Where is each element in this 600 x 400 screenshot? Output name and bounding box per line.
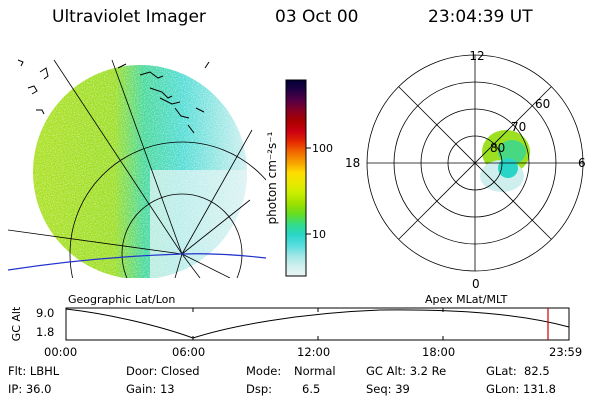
date-label: 03 Oct 00 <box>275 7 359 27</box>
altitude-xtick-0000: 00:00 <box>44 345 78 359</box>
gain-status: Gain: 13 <box>126 382 175 396</box>
geographic-map <box>8 59 266 278</box>
mode-value: Normal <box>294 364 336 378</box>
mlt-label-12: 12 <box>469 49 484 63</box>
glon-status: GLon: 131.8 <box>486 382 556 396</box>
gc-alt-status: GC Alt: 3.2 Re <box>366 364 447 378</box>
mlt-label-0: 0 <box>472 277 480 291</box>
altitude-plot-frame <box>65 307 570 341</box>
mlt-label-18: 18 <box>345 156 360 170</box>
altitude-ytick-min: 1.8 <box>36 325 55 339</box>
seq-status: Seq: 39 <box>366 382 410 396</box>
colorbar-label-10: 10 <box>312 228 326 241</box>
filter-status: Flt: LBHL <box>8 364 60 378</box>
mlt-label-6: 6 <box>578 156 586 170</box>
altitude-xtick-0600: 06:00 <box>172 345 206 359</box>
door-status: Door: Closed <box>126 364 200 378</box>
time-label: 23:04:39 UT <box>428 7 533 27</box>
dsp-value: 6.5 <box>302 382 321 396</box>
dsp-label: Dsp: <box>246 382 273 396</box>
instrument-title: Ultraviolet Imager <box>52 7 206 27</box>
geographic-caption: Geographic Lat/Lon <box>68 293 176 306</box>
apex-caption: Apex MLat/MLT <box>425 293 508 306</box>
ip-status: IP: 36.0 <box>8 382 52 396</box>
altitude-xtick-1200: 12:00 <box>297 345 331 359</box>
colorbar-label-100: 100 <box>312 142 333 155</box>
altitude-plot <box>65 307 570 341</box>
mlat-label-60: 60 <box>535 97 550 111</box>
mlat-label-70: 70 <box>511 120 526 134</box>
polar-map <box>366 54 584 272</box>
altitude-curve <box>65 308 570 339</box>
glat-status: GLat: 82.5 <box>486 364 550 378</box>
polar-grid <box>366 54 584 272</box>
altitude-x-ticks <box>65 308 570 340</box>
lat-lon-grid <box>8 59 266 278</box>
colorbar <box>285 79 311 277</box>
terminator-line <box>8 253 266 271</box>
altitude-ylabel: GC Alt <box>10 306 23 341</box>
altitude-xtick-1800: 18:00 <box>422 345 456 359</box>
mlat-label-80: 80 <box>490 141 505 155</box>
colorbar-unit-label: photon cm⁻²s⁻¹ <box>265 131 279 224</box>
altitude-ytick-max: 9.0 <box>36 306 55 320</box>
coastlines <box>17 59 210 134</box>
colorbar-scale <box>285 79 307 277</box>
mode-label: Mode: <box>246 364 282 378</box>
altitude-xtick-2359: 23:59 <box>549 345 583 359</box>
